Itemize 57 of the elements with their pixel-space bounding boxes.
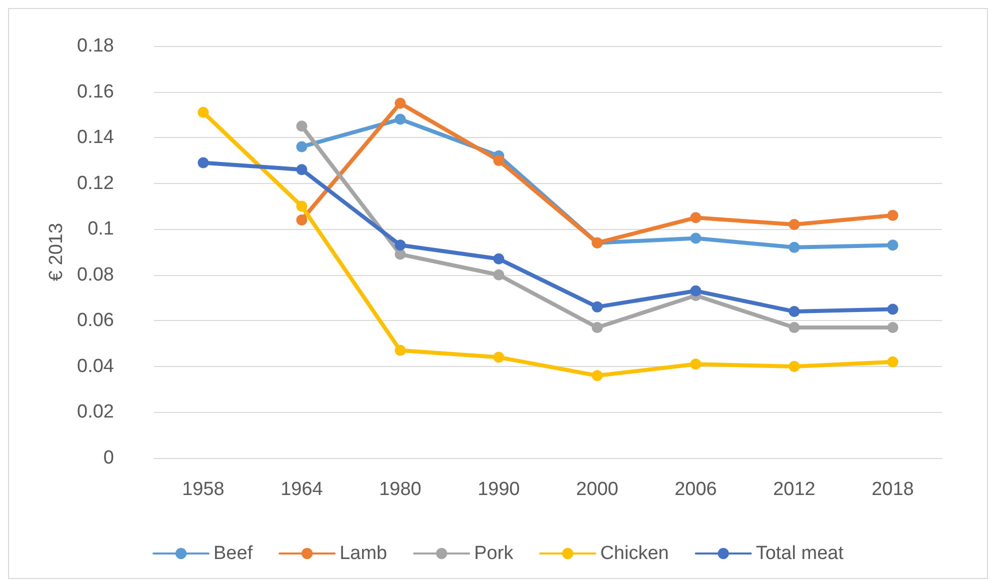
- point: [887, 322, 898, 334]
- x-tick-label: 2012: [773, 479, 816, 500]
- point: [493, 154, 504, 166]
- point: [493, 352, 504, 363]
- x-tick-label: 2006: [674, 479, 717, 500]
- point: [296, 200, 308, 212]
- x-tick-label: 1964: [280, 479, 324, 500]
- legend-label: Total meat: [756, 543, 844, 564]
- y-tick-label: 0.1: [88, 218, 114, 240]
- y-axis-title: € 2013: [46, 222, 68, 282]
- point: [198, 157, 209, 168]
- point: [296, 120, 308, 132]
- point: [788, 242, 800, 253]
- x-tick-label: 1958: [182, 479, 224, 500]
- legend-label: Pork: [474, 543, 514, 564]
- point: [788, 360, 800, 372]
- point: [690, 232, 702, 244]
- point: [394, 248, 406, 260]
- point: [296, 214, 308, 226]
- y-tick-label: 0.04: [77, 356, 114, 377]
- point: [394, 344, 406, 356]
- point: [887, 240, 898, 251]
- legend-label: Lamb: [340, 543, 388, 564]
- y-tick-label: 0.16: [77, 81, 114, 102]
- point: [887, 304, 898, 315]
- point: [198, 106, 209, 118]
- y-tick-label: 0.12: [77, 172, 114, 194]
- point: [296, 164, 308, 176]
- point: [394, 98, 406, 109]
- y-tick-label: 0.08: [77, 264, 114, 286]
- point: [493, 253, 504, 264]
- x-tick-label: 1990: [478, 479, 520, 500]
- point: [788, 306, 800, 318]
- legend-label: Beef: [214, 543, 254, 564]
- y-tick-label: 0.18: [77, 36, 114, 56]
- point: [493, 269, 504, 280]
- point: [394, 114, 406, 125]
- point: [690, 212, 702, 224]
- y-tick-label: 0: [103, 448, 114, 468]
- point: [592, 301, 603, 312]
- y-tick-label: 0.06: [77, 310, 114, 332]
- point: [788, 322, 800, 334]
- point: [394, 240, 406, 251]
- point: [296, 141, 308, 152]
- point: [887, 356, 898, 368]
- point: [788, 219, 800, 230]
- point: [690, 358, 702, 370]
- point: [592, 370, 603, 382]
- legend-label: Chicken: [600, 543, 669, 564]
- x-tick-label: 2000: [576, 479, 618, 500]
- point: [592, 322, 603, 334]
- x-tick-label: 1980: [379, 479, 422, 500]
- point: [690, 285, 702, 296]
- point: [887, 210, 898, 221]
- x-tick-label: 2018: [872, 479, 914, 500]
- y-tick-label: 0.14: [77, 127, 114, 148]
- y-tick-label: 0.02: [77, 402, 114, 423]
